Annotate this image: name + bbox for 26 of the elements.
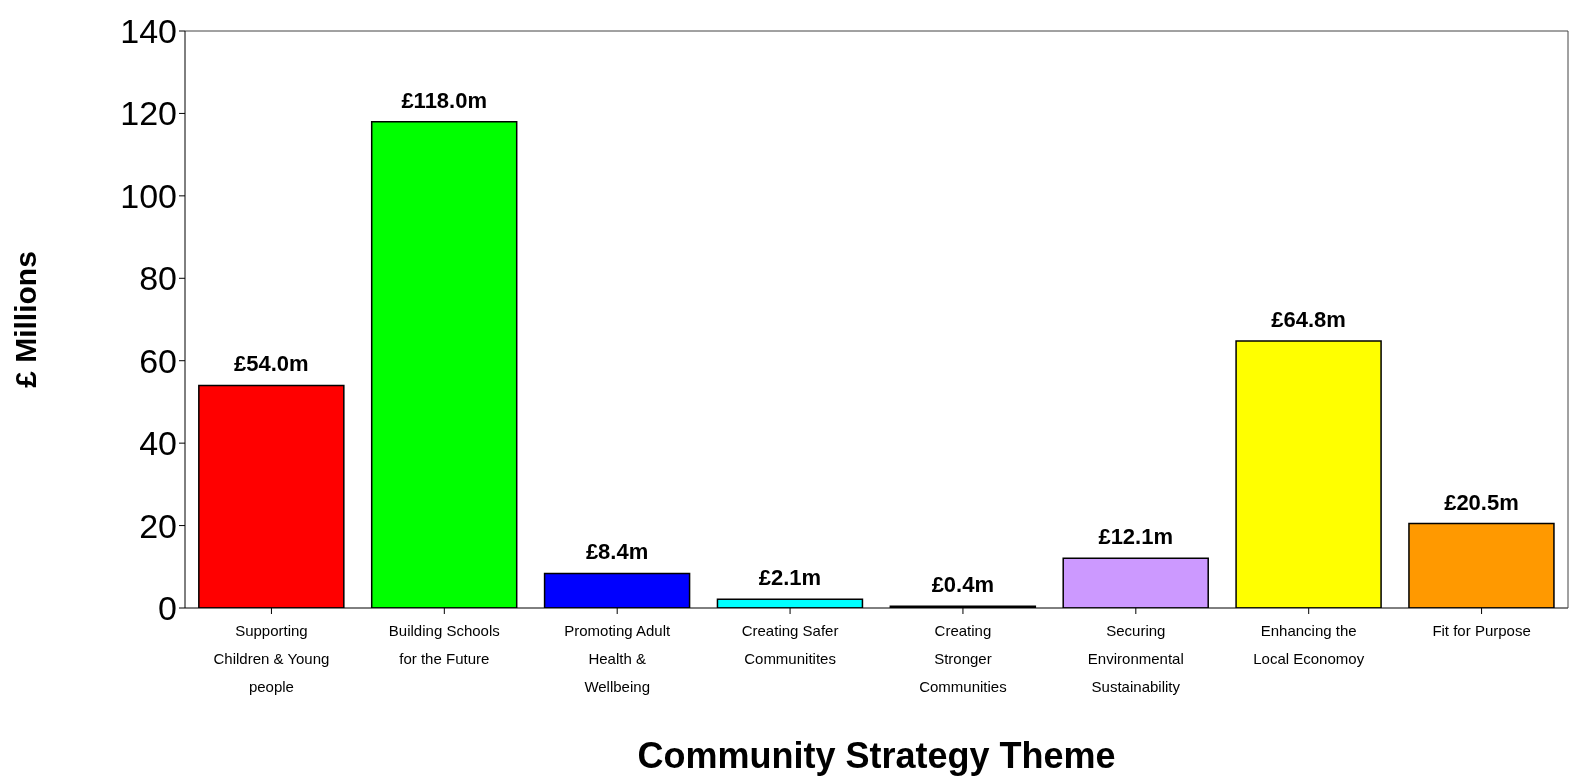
data-label: £2.1m	[758, 565, 822, 591]
x-tick-label: Building Schools for the Future	[388, 622, 500, 667]
y-tick-label: 140	[120, 12, 177, 51]
y-tick-label: 0	[158, 589, 177, 628]
data-label: £118.0m	[401, 87, 488, 113]
y-tick-label: 100	[120, 176, 177, 215]
data-label: £0.4m	[931, 572, 995, 598]
y-tick-label: 40	[139, 424, 177, 463]
x-axis-title: Community Strategy Theme	[637, 735, 1116, 776]
data-label: £8.4m	[585, 539, 649, 565]
data-label: £12.1m	[1098, 524, 1174, 550]
x-tick-label: Promoting Adult Health & Wellbeing	[564, 622, 671, 695]
data-label: £20.5m	[1444, 489, 1519, 515]
x-tick-label: Creating Safer Communitites	[741, 622, 839, 667]
y-axis-title: £ Millions	[8, 251, 42, 388]
x-tick-label: Securing Environmental Sustainability	[1087, 622, 1184, 695]
data-label: £54.0m	[234, 351, 309, 377]
y-tick-label: 80	[139, 259, 177, 298]
x-tick-label: Supporting Children & Young people	[213, 622, 330, 695]
y-tick-label: 120	[120, 94, 177, 133]
x-tick-label: Enhancing the Local Economoy	[1253, 622, 1365, 667]
x-tick-label: Fit for Purpose	[1432, 622, 1531, 639]
y-tick-label: 60	[139, 341, 177, 380]
y-tick-label: 20	[139, 506, 177, 545]
data-label: £64.8m	[1271, 306, 1346, 332]
x-tick-label: Creating Stronger Communities	[919, 622, 1007, 695]
